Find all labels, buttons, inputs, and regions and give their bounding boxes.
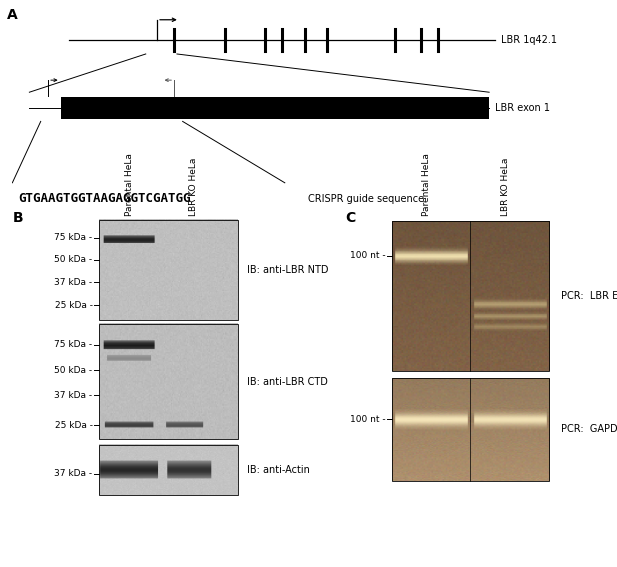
Bar (99, 324, 238, 439)
Text: 37 kDa -: 37 kDa - (54, 391, 93, 400)
Text: 75 kDa -: 75 kDa - (54, 340, 93, 349)
Text: 100 nt -: 100 nt - (350, 414, 386, 424)
Text: IB: anti-Actin: IB: anti-Actin (247, 465, 310, 475)
Bar (392, 378, 549, 481)
Text: LBR KO HeLa: LBR KO HeLa (189, 158, 197, 216)
Text: PCR:  GAPDH: PCR: GAPDH (561, 424, 617, 434)
Text: IB: anti-LBR NTD: IB: anti-LBR NTD (247, 265, 328, 275)
Text: CRISPR guide sequence: CRISPR guide sequence (307, 194, 424, 204)
Text: 75 kDa -: 75 kDa - (54, 233, 93, 242)
Text: 37 kDa -: 37 kDa - (54, 278, 93, 286)
Bar (99, 219, 238, 320)
Text: Parental HeLa: Parental HeLa (125, 153, 134, 216)
Text: C: C (346, 210, 356, 225)
Text: LBR KO HeLa: LBR KO HeLa (500, 158, 510, 216)
Text: 50 kDa -: 50 kDa - (54, 255, 93, 264)
Bar (60, 98, 489, 120)
Text: 37 kDa -: 37 kDa - (54, 469, 93, 479)
Text: 50 kDa -: 50 kDa - (54, 366, 93, 375)
Text: 25 kDa -: 25 kDa - (54, 301, 93, 310)
Bar (392, 221, 549, 371)
Text: A: A (7, 8, 17, 22)
Text: PCR:  LBR Exon 1: PCR: LBR Exon 1 (561, 291, 617, 301)
Text: 100 nt -: 100 nt - (350, 251, 386, 260)
Text: LBR exon 1: LBR exon 1 (495, 103, 550, 113)
Text: GTGAAGTGGTAAGAGGTCGATGG: GTGAAGTGGTAAGAGGTCGATGG (18, 192, 191, 205)
Text: LBR 1q42.1: LBR 1q42.1 (500, 35, 557, 45)
Text: 25 kDa -: 25 kDa - (54, 421, 93, 430)
Text: IB: anti-LBR CTD: IB: anti-LBR CTD (247, 376, 328, 387)
Bar (99, 445, 238, 495)
Text: B: B (12, 210, 23, 225)
Text: Parental HeLa: Parental HeLa (422, 153, 431, 216)
